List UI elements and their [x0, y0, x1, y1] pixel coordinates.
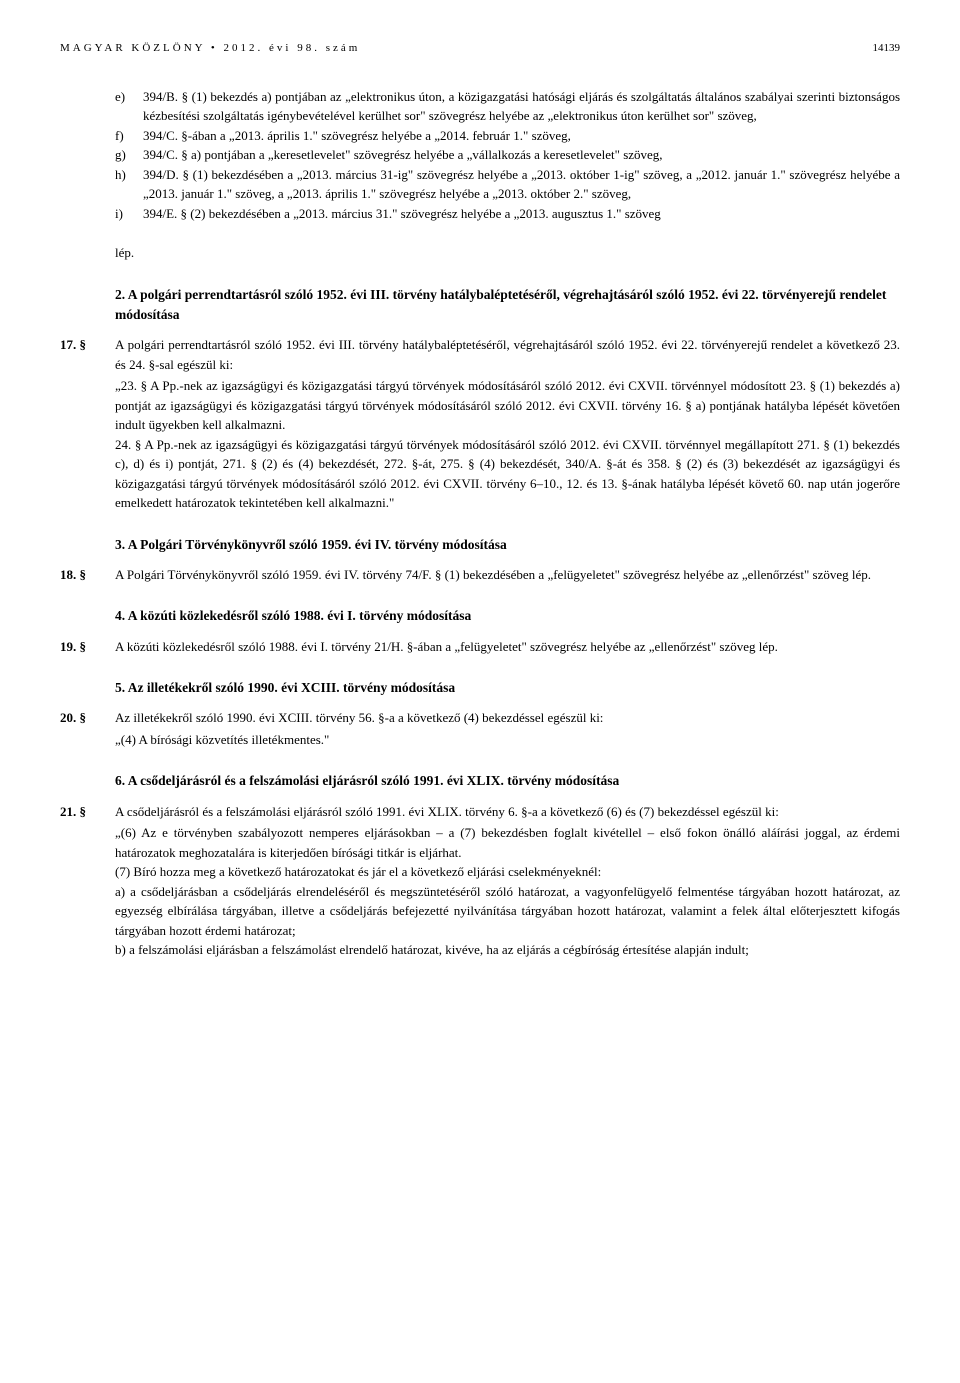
section-number: 19. § — [60, 637, 115, 657]
list-label: i) — [115, 204, 143, 224]
paragraph: 24. § A Pp.-nek az igazságügyi és köziga… — [115, 435, 900, 513]
subheading-5: 5. Az illetékekről szóló 1990. évi XCIII… — [115, 678, 900, 698]
section-number: 20. § — [60, 708, 115, 749]
section-18: 18. § A Polgári Törvénykönyvről szóló 19… — [60, 565, 900, 585]
paragraph: A Polgári Törvénykönyvről szóló 1959. év… — [115, 565, 900, 585]
section-21: 21. § A csődeljárásról és a felszámolási… — [60, 802, 900, 960]
section-20: 20. § Az illetékekről szóló 1990. évi XC… — [60, 708, 900, 749]
list-label: g) — [115, 145, 143, 165]
list-item-i: i) 394/E. § (2) bekezdésében a „2013. má… — [115, 204, 900, 224]
header-page-number: 14139 — [873, 40, 901, 57]
list-text: 394/E. § (2) bekezdésében a „2013. márci… — [143, 204, 900, 224]
amendment-list: e) 394/B. § (1) bekezdés a) pontjában az… — [115, 87, 900, 224]
section-body: A Polgári Törvénykönyvről szóló 1959. év… — [115, 565, 900, 585]
paragraph: (7) Bíró hozza meg a következő határozat… — [115, 862, 900, 882]
list-label: h) — [115, 165, 143, 204]
section-body: A csődeljárásról és a felszámolási eljár… — [115, 802, 900, 960]
paragraph: „(4) A bírósági közvetítés illetékmentes… — [115, 730, 900, 750]
subheading-4: 4. A közúti közlekedésről szóló 1988. év… — [115, 606, 900, 626]
paragraph: „(6) Az e törvényben szabályozott nemper… — [115, 823, 900, 862]
paragraph: a) a csődeljárásban a csődeljárás elrend… — [115, 882, 900, 941]
subheading-6: 6. A csődeljárásról és a felszámolási el… — [115, 771, 900, 791]
header-left: MAGYAR KÖZLÖNY • 2012. évi 98. szám — [60, 40, 360, 57]
list-label: e) — [115, 87, 143, 126]
lep: lép. — [115, 243, 900, 263]
list-item-e: e) 394/B. § (1) bekezdés a) pontjában az… — [115, 87, 900, 126]
paragraph: b) a felszámolási eljárásban a felszámol… — [115, 940, 900, 960]
list-item-g: g) 394/C. § a) pontjában a „keresetlevel… — [115, 145, 900, 165]
paragraph: Az illetékekről szóló 1990. évi XCIII. t… — [115, 708, 900, 728]
section-number: 17. § — [60, 335, 115, 513]
list-item-f: f) 394/C. §-ában a „2013. április 1." sz… — [115, 126, 900, 146]
section-body: A polgári perrendtartásról szóló 1952. é… — [115, 335, 900, 513]
list-text: 394/D. § (1) bekezdésében a „2013. márci… — [143, 165, 900, 204]
subheading-2: 2. A polgári perrendtartásról szóló 1952… — [115, 285, 900, 326]
paragraph: A csődeljárásról és a felszámolási eljár… — [115, 802, 900, 822]
paragraph: „23. § A Pp.-nek az igazságügyi és közig… — [115, 376, 900, 435]
section-number: 21. § — [60, 802, 115, 960]
section-19: 19. § A közúti közlekedésről szóló 1988.… — [60, 637, 900, 657]
section-number: 18. § — [60, 565, 115, 585]
subheading-3: 3. A Polgári Törvénykönyvről szóló 1959.… — [115, 535, 900, 555]
list-item-h: h) 394/D. § (1) bekezdésében a „2013. má… — [115, 165, 900, 204]
paragraph: A közúti közlekedésről szóló 1988. évi I… — [115, 637, 900, 657]
list-label: f) — [115, 126, 143, 146]
list-text: 394/C. §-ában a „2013. április 1." szöve… — [143, 126, 900, 146]
paragraph: A polgári perrendtartásról szóló 1952. é… — [115, 335, 900, 374]
section-body: A közúti közlekedésről szóló 1988. évi I… — [115, 637, 900, 657]
list-text: 394/C. § a) pontjában a „keresetlevelet"… — [143, 145, 900, 165]
section-17: 17. § A polgári perrendtartásról szóló 1… — [60, 335, 900, 513]
page-header: MAGYAR KÖZLÖNY • 2012. évi 98. szám 1413… — [60, 40, 900, 57]
section-body: Az illetékekről szóló 1990. évi XCIII. t… — [115, 708, 900, 749]
list-text: 394/B. § (1) bekezdés a) pontjában az „e… — [143, 87, 900, 126]
